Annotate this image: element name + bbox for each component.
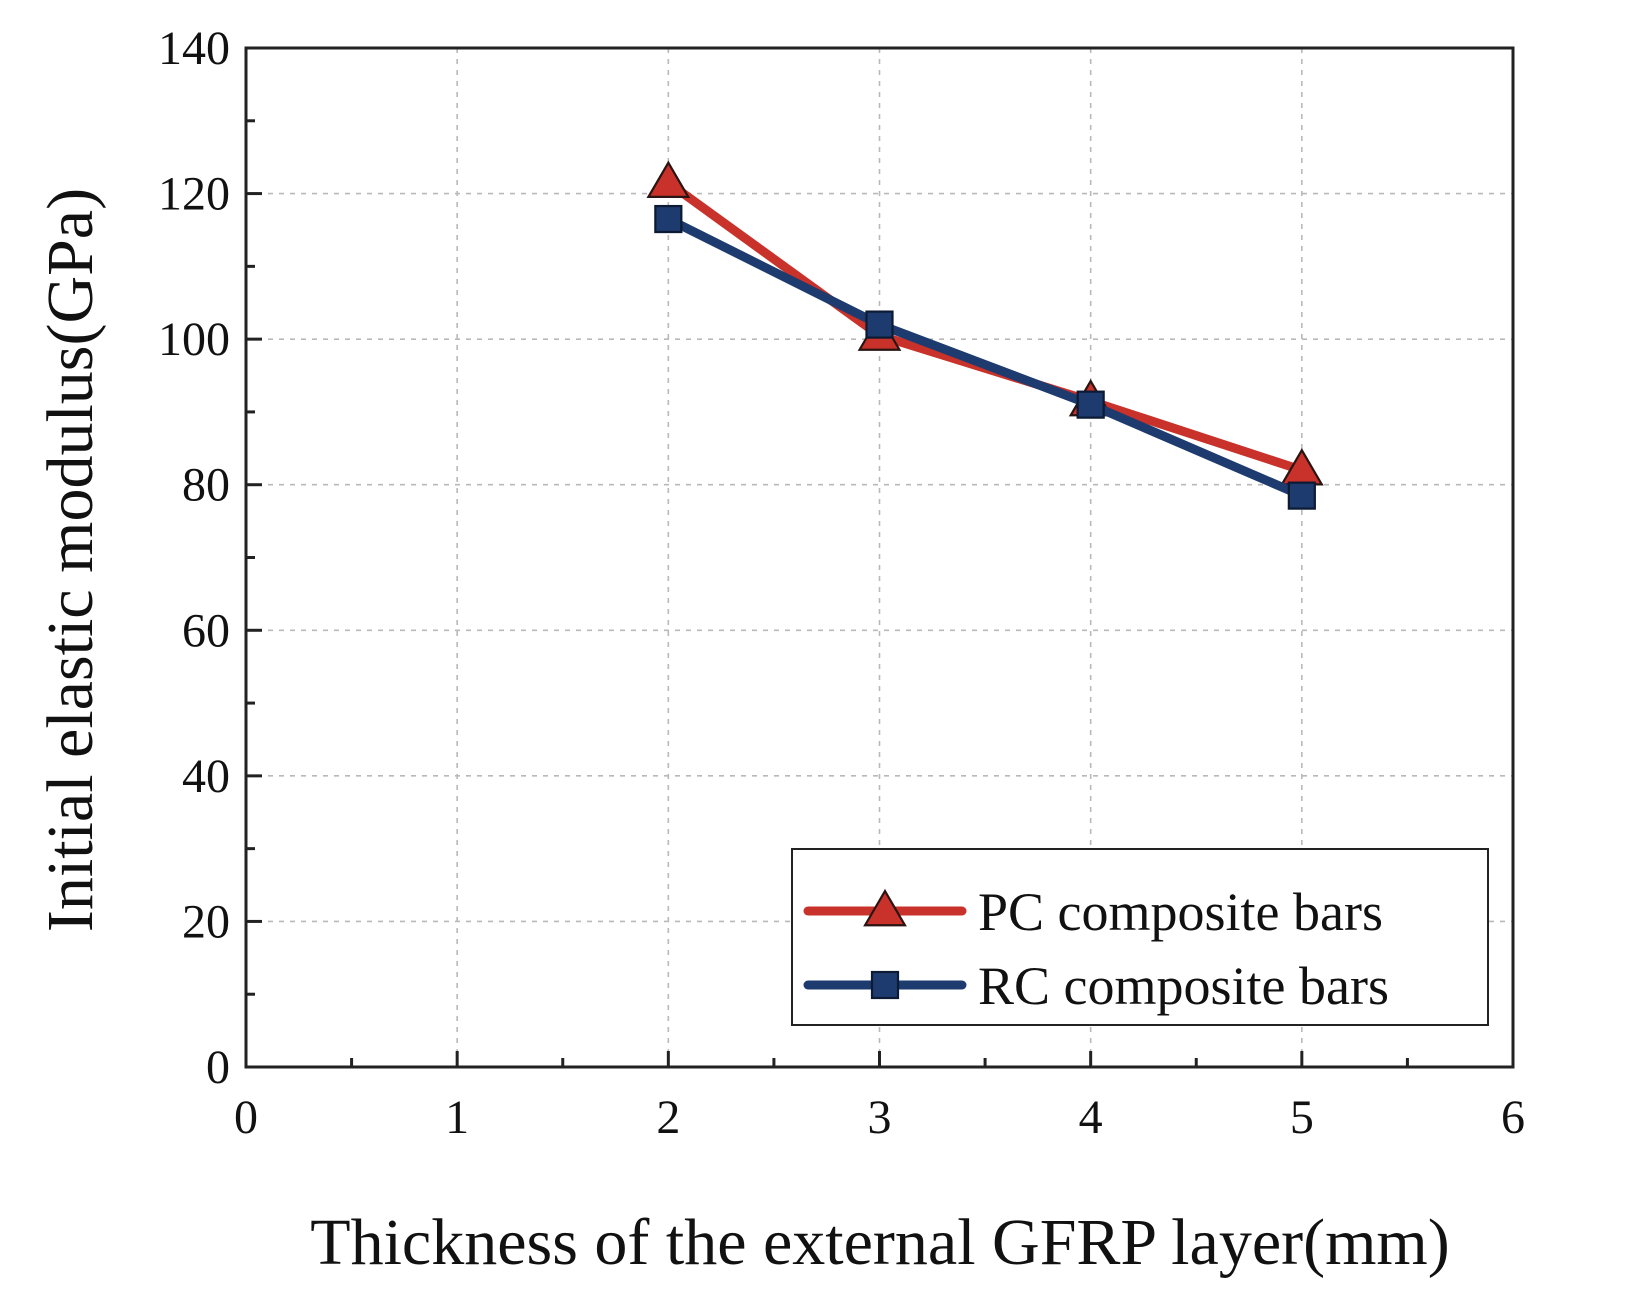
x-tick-label: 6 — [1501, 1091, 1525, 1144]
series-rc — [654, 204, 1316, 510]
data-point — [646, 160, 691, 199]
legend-box — [791, 848, 1489, 1026]
series-pc — [646, 160, 1324, 486]
y-tick-label: 140 — [158, 22, 230, 75]
x-tick-label: 1 — [445, 1091, 469, 1144]
series-line — [663, 178, 1307, 475]
legend-label: RC composite bars — [978, 956, 1389, 1016]
x-tick-label: 0 — [234, 1091, 258, 1144]
x-tick-label: 4 — [1079, 1091, 1103, 1144]
legend: PC composite bars RC composite bars — [791, 848, 1489, 1026]
legend-entries: PC composite bars RC composite bars — [803, 882, 1389, 1016]
y-tick-label: 60 — [182, 604, 230, 657]
x-tick-label: 5 — [1290, 1091, 1314, 1144]
x-tick-label: 3 — [868, 1091, 892, 1144]
data-point — [1076, 390, 1105, 419]
y-tick-label: 20 — [182, 895, 230, 948]
data-series — [646, 160, 1324, 510]
y-tick-label: 0 — [206, 1041, 230, 1094]
x-tick-label: 2 — [656, 1091, 680, 1144]
y-tick-label: 120 — [158, 168, 230, 221]
x-axis-title: Thickness of the external GFRP layer(mm) — [310, 1206, 1449, 1279]
data-point — [1287, 481, 1316, 510]
legend-label: PC composite bars — [978, 882, 1383, 942]
y-tick-label: 40 — [182, 750, 230, 803]
y-axis-title: Initial elastic modulus(GPa) — [34, 188, 107, 932]
legend-marker — [870, 970, 900, 1000]
series-line — [663, 214, 1307, 501]
legend-marker — [863, 888, 907, 927]
data-point — [654, 204, 683, 234]
y-tick-label: 80 — [182, 459, 230, 512]
data-point — [865, 310, 894, 339]
y-tick-label: 100 — [158, 313, 230, 366]
